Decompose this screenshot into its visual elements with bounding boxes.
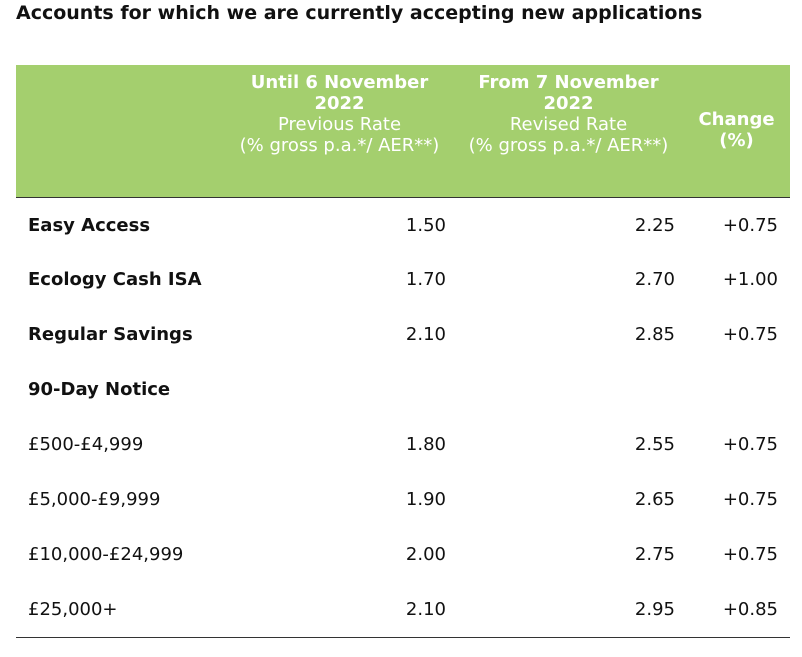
revised-rate: 2.70 (634, 269, 675, 290)
account-group-name: 90-Day Notice (28, 379, 171, 400)
rate-change: +0.75 (722, 324, 778, 345)
previous-rate: 2.10 (225, 582, 454, 638)
header-row: Until 6 November 2022 Previous Rate (% g… (16, 65, 790, 198)
previous-rate: 1.50 (405, 215, 446, 237)
previous-rate: 2.00 (405, 544, 446, 565)
rate-change: +0.85 (683, 582, 790, 638)
account-name: Ecology Cash ISA (28, 269, 202, 290)
previous-rate (225, 362, 454, 417)
previous-rate: 2.10 (405, 324, 446, 345)
balance-tier: £10,000-£24,999 (28, 544, 184, 565)
table-body: Easy Access 1.50 2.25 +0.75 Ecology Cash… (16, 197, 790, 638)
table-row: Ecology Cash ISA 1.70 2.70 +1.00 (16, 252, 790, 307)
revised-rate: 2.25 (634, 215, 675, 237)
revised-rate: 2.85 (634, 324, 675, 345)
header-previous-rate: Until 6 November 2022 Previous Rate (% g… (225, 65, 454, 198)
rate-change: +0.75 (722, 434, 778, 455)
table-row: £5,000-£9,999 1.90 2.65 +0.75 (16, 472, 790, 527)
rate-change: +1.00 (722, 269, 778, 290)
table-header: Until 6 November 2022 Previous Rate (% g… (16, 65, 790, 198)
rate-change (683, 362, 790, 417)
rate-change: +0.75 (722, 489, 778, 510)
table-row: Easy Access 1.50 2.25 +0.75 (16, 197, 790, 252)
header-revised-label: Revised Rate (509, 114, 628, 135)
balance-tier: £5,000-£9,999 (28, 489, 161, 510)
revised-rate (454, 362, 683, 417)
revised-rate: 2.55 (634, 434, 675, 455)
table-row-group-heading: 90-Day Notice (16, 362, 790, 417)
table-row: Regular Savings 2.10 2.85 +0.75 (16, 307, 790, 362)
header-change-label: Change (698, 109, 775, 130)
page-title: Accounts for which we are currently acce… (16, 2, 703, 24)
table-row: £25,000+ 2.10 2.95 +0.85 (16, 582, 790, 638)
header-previous-label: Previous Rate (277, 114, 402, 135)
balance-tier: £25,000+ (16, 582, 225, 638)
header-revised-date: From 7 November (478, 72, 659, 93)
header-previous-units: (% gross p.a.*/ AER**) (239, 135, 440, 156)
account-name: Easy Access (28, 215, 151, 237)
header-previous-date: Until 6 November (250, 72, 429, 93)
revised-rate: 2.95 (454, 582, 683, 638)
header-revised-units: (% gross p.a.*/ AER**) (468, 135, 669, 156)
previous-rate: 1.80 (405, 434, 446, 455)
previous-rate: 1.70 (405, 269, 446, 290)
header-account-column (16, 65, 225, 198)
revised-rate: 2.75 (634, 544, 675, 565)
balance-tier: £500-£4,999 (28, 434, 144, 455)
header-previous-year: 2022 (314, 93, 365, 114)
rates-table: Until 6 November 2022 Previous Rate (% g… (16, 65, 790, 638)
header-revised-year: 2022 (543, 93, 594, 114)
table-row: £500-£4,999 1.80 2.55 +0.75 (16, 417, 790, 472)
header-revised-rate: From 7 November 2022 Revised Rate (% gro… (454, 65, 683, 198)
table-row: £10,000-£24,999 2.00 2.75 +0.75 (16, 527, 790, 582)
account-name: Regular Savings (28, 324, 193, 345)
header-change: Change (%) (683, 65, 790, 198)
revised-rate: 2.65 (634, 489, 675, 510)
rate-change: +0.75 (722, 544, 778, 565)
rate-change: +0.75 (722, 215, 778, 237)
previous-rate: 1.90 (405, 489, 446, 510)
header-change-units: (%) (719, 130, 754, 151)
